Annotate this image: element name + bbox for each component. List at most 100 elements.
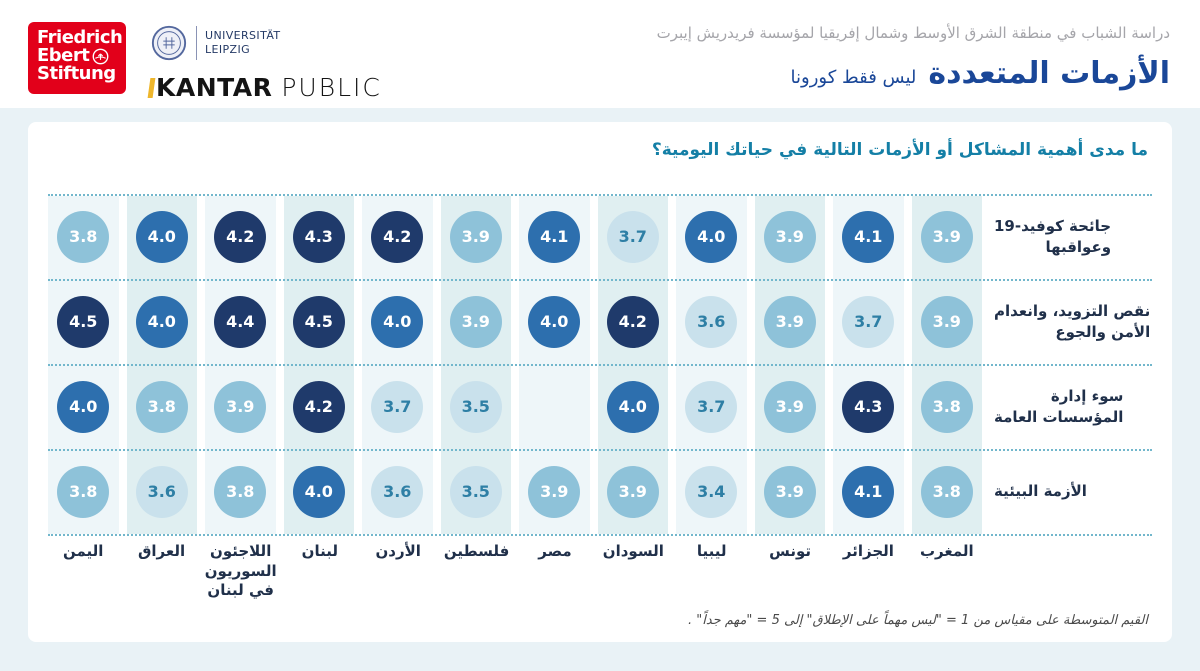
value-bubble: 3.7 <box>606 210 659 263</box>
value-bubble: 4.0 <box>135 295 188 348</box>
dotted-separator <box>48 449 1152 451</box>
country-label: العراق <box>137 542 186 560</box>
matrix-cell: 4.0 <box>127 279 198 364</box>
study-line: دراسة الشباب في منطقة الشرق الأوسط وشمال… <box>656 24 1170 42</box>
value-bubble: 3.7 <box>685 380 738 433</box>
value-bubble: 4.2 <box>371 210 424 263</box>
crisis-row-label: سوء إدارة المؤسسات العامة <box>994 387 1124 426</box>
country-label: ليبيا <box>696 542 727 560</box>
dotted-separator <box>48 194 1152 196</box>
country-label: الجزائر <box>842 542 894 560</box>
matrix-cell: 4.1 <box>833 449 904 534</box>
crisis-row-label: نقص التزويد، وانعدام الأمن والجوع <box>994 302 1151 341</box>
dotted-separator <box>48 534 1152 536</box>
matrix-cell: 4.2 <box>205 194 276 279</box>
matrix-cell: 3.9 <box>205 364 276 449</box>
fes-logo: Friedrich Ebert Stiftung <box>28 22 126 94</box>
matrix-cell: 4.3 <box>284 194 355 279</box>
matrix-cell: 4.0 <box>676 194 747 279</box>
matrix-cell: 3.9 <box>912 194 983 279</box>
matrix-cell: 3.8 <box>912 364 983 449</box>
crisis-row-label: الأزمة البيئية <box>994 482 1087 501</box>
value-bubble: 4.1 <box>528 210 581 263</box>
matrix-cell: 3.6 <box>676 279 747 364</box>
value-bubble: 3.8 <box>214 465 267 518</box>
matrix-cell <box>519 364 590 449</box>
fes-logo-line2: Ebert <box>37 45 90 66</box>
country-label: مصر <box>538 542 572 560</box>
matrix-cell: 3.8 <box>48 449 119 534</box>
value-bubble: 3.5 <box>449 465 502 518</box>
matrix-cell: 3.9 <box>519 449 590 534</box>
matrix-cell: 4.0 <box>362 279 433 364</box>
bubble-grid: 3.8 4.0 4.2 4.3 4.2 3.9 4.1 3.7 4.0 3.9 4.1 3.9 4.5 4… <box>48 194 982 534</box>
matrix-cell: 4.0 <box>48 364 119 449</box>
value-bubble: 4.1 <box>842 465 895 518</box>
value-bubble: 3.6 <box>371 465 424 518</box>
value-bubble: 3.9 <box>214 380 267 433</box>
country-label: المغرب <box>919 542 974 560</box>
matrix-cell: 3.7 <box>676 364 747 449</box>
crisis-row-label: جائحة كوفيد-19 وعواقبها <box>994 217 1112 256</box>
page-title: الأزمات المتعددة <box>928 56 1170 91</box>
value-bubble: 4.3 <box>842 380 895 433</box>
matrix-cell: 4.2 <box>598 279 669 364</box>
matrix-cell: 3.9 <box>912 279 983 364</box>
matrix-cell: 4.0 <box>127 194 198 279</box>
matrix-cell: 3.8 <box>48 194 119 279</box>
country-label: اليمن <box>62 542 104 560</box>
value-bubble: 3.9 <box>449 295 502 348</box>
value-bubble: 4.3 <box>292 210 345 263</box>
matrix-cell: 4.4 <box>205 279 276 364</box>
value-bubble: 4.0 <box>57 380 110 433</box>
chart-question: ما مدى أهمية المشاكل أو الأزمات التالية … <box>651 140 1148 160</box>
value-bubble: 4.1 <box>842 210 895 263</box>
value-bubble: 4.5 <box>292 295 345 348</box>
matrix-cell: 3.9 <box>441 279 512 364</box>
matrix-cell: 3.8 <box>127 364 198 449</box>
matrix-cell: 3.7 <box>362 364 433 449</box>
country-label: اللاجئون السوريون في لبنان <box>204 542 277 599</box>
value-bubble: 4.0 <box>606 380 659 433</box>
kantar-accent-bar <box>147 77 156 98</box>
country-label: فلسطين <box>443 542 510 560</box>
matrix-cell: 3.9 <box>441 194 512 279</box>
matrix-cell: 3.9 <box>598 449 669 534</box>
row-labels: جائحة كوفيد-19 وعواقبها نقص التزويد، وانع… <box>994 194 1152 534</box>
value-bubble: 4.0 <box>135 210 188 263</box>
matrix-cell: 4.1 <box>833 194 904 279</box>
value-bubble: 4.5 <box>57 295 110 348</box>
country-label: لبنان <box>301 542 338 560</box>
value-bubble: 3.8 <box>135 380 188 433</box>
matrix-cell: 4.3 <box>833 364 904 449</box>
value-bubble: 3.8 <box>920 465 973 518</box>
matrix-cell: 4.5 <box>48 279 119 364</box>
dotted-separator <box>48 364 1152 366</box>
matrix-cell: 4.5 <box>284 279 355 364</box>
matrix-cell: 3.7 <box>833 279 904 364</box>
value-bubble: 3.8 <box>920 380 973 433</box>
bubble-matrix-chart: 3.8 4.0 4.2 4.3 4.2 3.9 4.1 3.7 4.0 3.9 4.1 3.9 4.5 4… <box>48 194 1152 626</box>
matrix-cell: 4.0 <box>519 279 590 364</box>
value-bubble: 3.9 <box>920 295 973 348</box>
value-bubble: 4.2 <box>292 380 345 433</box>
matrix-cell: 4.1 <box>519 194 590 279</box>
value-bubble: 3.8 <box>57 465 110 518</box>
page-header: Friedrich Ebert Stiftung UNIVERSITÄT LEI… <box>0 0 1200 108</box>
value-bubble: 3.9 <box>606 465 659 518</box>
leipzig-seal-icon <box>151 25 187 61</box>
value-bubble: 3.8 <box>57 210 110 263</box>
value-bubble: 4.0 <box>292 465 345 518</box>
fes-logo-line3: Stiftung <box>37 63 116 84</box>
matrix-cell: 4.0 <box>284 449 355 534</box>
matrix-cell: 3.9 <box>755 449 826 534</box>
value-bubble: 3.4 <box>685 465 738 518</box>
matrix-cell: 3.9 <box>755 279 826 364</box>
matrix-cell: 4.0 <box>598 364 669 449</box>
kantar-logo: KANTAR PUBLIC <box>147 73 382 102</box>
value-bubble: 3.6 <box>135 465 188 518</box>
value-bubble: 3.7 <box>371 380 424 433</box>
value-bubble: 3.7 <box>842 295 895 348</box>
page-subtitle: ليس فقط كورونا <box>790 67 917 88</box>
value-bubble: 3.6 <box>685 295 738 348</box>
